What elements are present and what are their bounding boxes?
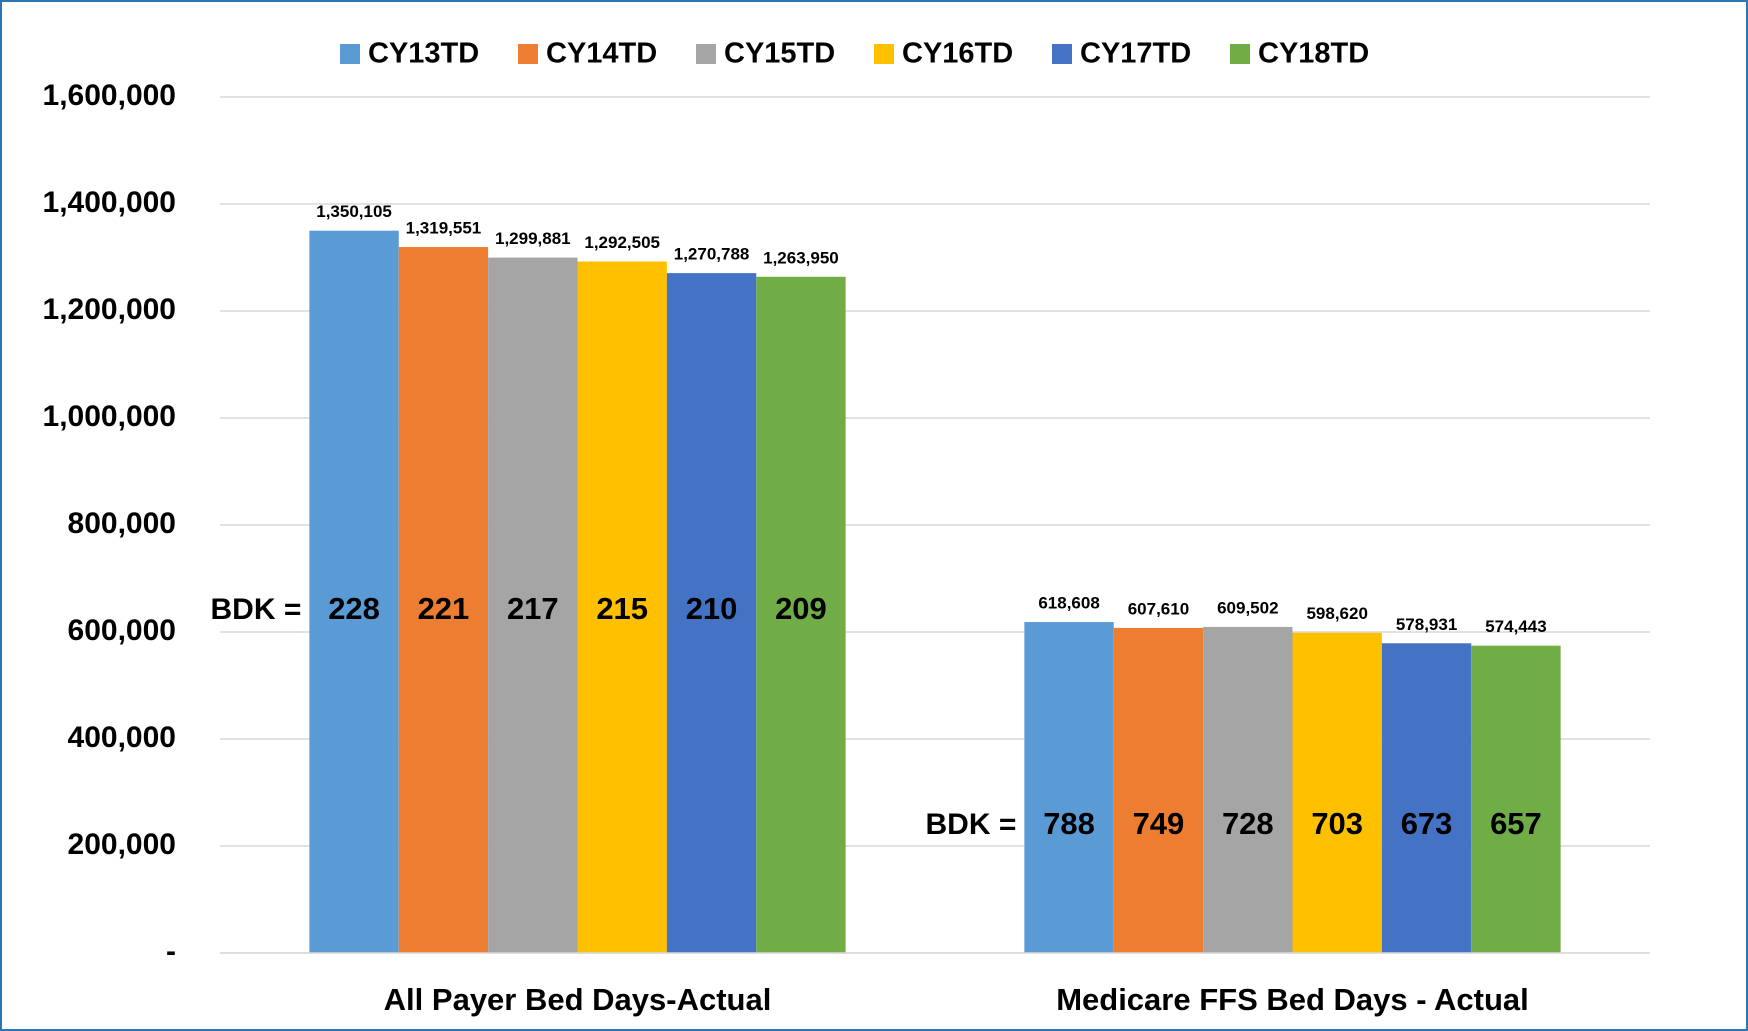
bar [488,257,578,953]
bar [1203,626,1293,953]
y-tick-label: 1,000,000 [43,400,176,433]
legend-label: CY16TD [902,38,1013,70]
legend-label: CY17TD [1080,38,1191,70]
annotation-label: BDK = [926,808,1017,841]
legend-swatch [1052,44,1072,64]
y-tick-label: 600,000 [68,614,176,647]
value-label: 1,292,505 [584,233,660,252]
annotation-value: 217 [507,591,559,626]
bar [1113,627,1204,953]
annotation-value: 209 [775,591,827,626]
y-tick-label: 1,600,000 [43,79,176,112]
bar [756,276,846,953]
value-label: 609,502 [1217,598,1278,617]
annotation-value: 788 [1043,806,1095,841]
legend-swatch [696,44,716,64]
y-tick-label: 200,000 [68,828,176,861]
y-tick-label: 1,400,000 [43,186,176,219]
annotation-value: 749 [1133,806,1185,841]
annotation-value: 221 [418,591,470,626]
x-tick-label: Medicare FFS Bed Days - Actual [1056,982,1529,1017]
annotation-value: 728 [1222,806,1274,841]
annotation-value: 703 [1311,806,1363,841]
y-tick-label: 1,200,000 [43,293,176,326]
bar [1381,643,1472,953]
value-label: 578,931 [1396,615,1457,634]
legend-swatch [340,44,360,64]
bar [666,273,757,953]
value-label: 598,620 [1306,604,1367,623]
value-label: 618,608 [1038,594,1099,613]
value-label: 1,350,105 [316,202,392,221]
value-label: 574,443 [1485,617,1546,636]
y-tick-label: 800,000 [68,507,176,540]
x-tick-label: All Payer Bed Days-Actual [384,982,772,1017]
annotation-value: 210 [686,591,738,626]
legend-label: CY13TD [368,38,479,70]
legend-swatch [874,44,894,64]
legend-label: CY18TD [1258,38,1369,70]
value-label: 1,270,788 [674,245,750,264]
annotation-value: 228 [328,591,380,626]
legend-swatch [518,44,538,64]
value-label: 1,299,881 [495,229,571,248]
bar [1024,622,1114,953]
legend-label: CY14TD [546,38,657,70]
annotation-value: 215 [596,591,648,626]
annotation-value: 673 [1401,806,1453,841]
bar [1292,632,1382,953]
y-tick-label: - [166,935,176,968]
bar [577,261,667,953]
bar [1471,645,1561,953]
value-label: 1,263,950 [763,248,839,267]
value-label: 1,319,551 [406,219,482,238]
bar [398,247,489,953]
annotation-value: 657 [1490,806,1542,841]
legend-label: CY15TD [724,38,835,70]
bar [309,230,399,953]
y-tick-label: 400,000 [68,721,176,754]
value-label: 607,610 [1128,599,1189,618]
legend-swatch [1230,44,1250,64]
annotation-label: BDK = [211,593,302,626]
